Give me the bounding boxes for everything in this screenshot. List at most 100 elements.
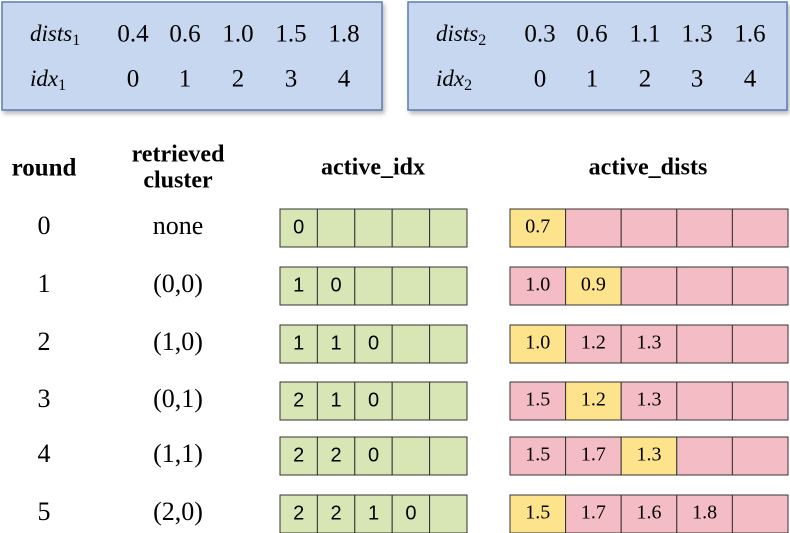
dists-value: 1.1 [629,21,660,48]
dist-cell [620,324,678,364]
idx-value: 1 [331,389,342,411]
idx-cell [429,381,468,421]
dist-cell [731,381,789,421]
idx-value: 3 [285,66,298,93]
dist-cell [565,266,622,306]
header: active_idx [321,155,425,181]
dist-value: 1.5 [525,389,550,411]
idx-cell [316,436,356,476]
idx-cell [316,494,356,533]
idx-cell [279,494,318,533]
dist-cell [620,436,678,476]
dist-value: 1.5 [525,502,550,524]
dist-value: 1.3 [637,444,662,466]
dist-cell [620,208,678,248]
idx-value: 0 [368,332,379,354]
idx-value: 0 [368,389,379,411]
idx-cell [354,494,393,533]
idx-value: 0 [368,444,379,466]
header: round [12,155,77,182]
subscript: 1 [72,32,80,49]
idx-cell [354,381,393,421]
idx-value: 0 [405,502,416,524]
dist-value: 0.7 [525,216,550,238]
dist-value: 1.2 [581,332,606,354]
dist-value: 1.3 [637,389,662,411]
idx-cell [316,208,356,248]
round: 1 [38,269,51,298]
dist-value: 1.8 [692,502,717,524]
subscript: 2 [478,32,486,49]
dist-cell [731,324,789,364]
info-box [1,1,383,111]
dist-value: 1.6 [637,502,662,524]
idx-cell [429,494,468,533]
dist-value: 0.9 [581,274,606,296]
idx-value: 0 [293,216,304,238]
label: dists [30,21,72,46]
cluster: (1,1) [153,439,203,468]
dist-cell [731,494,789,533]
round: 2 [38,327,51,356]
round: 4 [38,439,51,468]
dist-value: 1.2 [581,389,606,411]
row-label: idx1 [30,66,66,93]
dist-cell [565,381,622,421]
dist-value: 1.7 [581,502,606,524]
idx-value: 1 [179,66,192,93]
idx-value: 2 [331,502,342,524]
idx-cell [391,381,431,421]
idx-cell [391,208,431,248]
round: 3 [38,384,51,413]
idx-cell [391,436,431,476]
dist-cell [676,324,733,364]
row-label: dists2 [436,21,486,48]
dist-cell [676,381,733,421]
header: active_dists [589,155,708,181]
dist-value: 1.0 [525,332,550,354]
dist-cell [565,494,622,533]
idx-cell [391,324,431,364]
subscript: 1 [58,77,66,94]
idx-cell [354,436,393,476]
dist-cell [565,324,622,364]
dists-value: 0.4 [117,21,149,48]
idx-cell [429,436,468,476]
dist-cell [620,266,678,306]
idx-cell [279,208,318,248]
idx-value: 2 [293,444,304,466]
idx-cell [354,266,393,306]
info-box [407,1,788,111]
dists-value: 0.6 [169,21,200,48]
dist-cell [509,436,567,476]
idx-value: 1 [368,502,379,524]
dist-cell [509,324,567,364]
dists-value: 1.5 [275,21,306,48]
idx-value: 0 [127,66,140,93]
dist-value: 1.7 [581,444,606,466]
round: 0 [38,211,51,240]
idx-value: 1 [586,66,599,93]
cluster: none [153,211,204,240]
round: 5 [38,497,51,526]
dist-cell [731,436,789,476]
idx-value: 1 [331,332,342,354]
idx-value: 2 [232,66,245,93]
dist-cell [676,436,733,476]
idx-cell [354,208,393,248]
idx-value: 4 [338,66,351,93]
idx-cell [316,381,356,421]
dists-value: 1.6 [734,21,765,48]
dists-value: 1.0 [222,21,253,48]
idx-value: 1 [293,332,304,354]
dist-cell [509,381,567,421]
dist-cell [676,208,733,248]
header: cluster [143,168,213,194]
dists-value: 0.3 [524,21,555,48]
dist-cell [731,208,789,248]
dist-cell [676,266,733,306]
cluster: (1,0) [153,327,203,356]
dist-value: 1.5 [525,444,550,466]
cluster: (2,0) [153,497,203,526]
